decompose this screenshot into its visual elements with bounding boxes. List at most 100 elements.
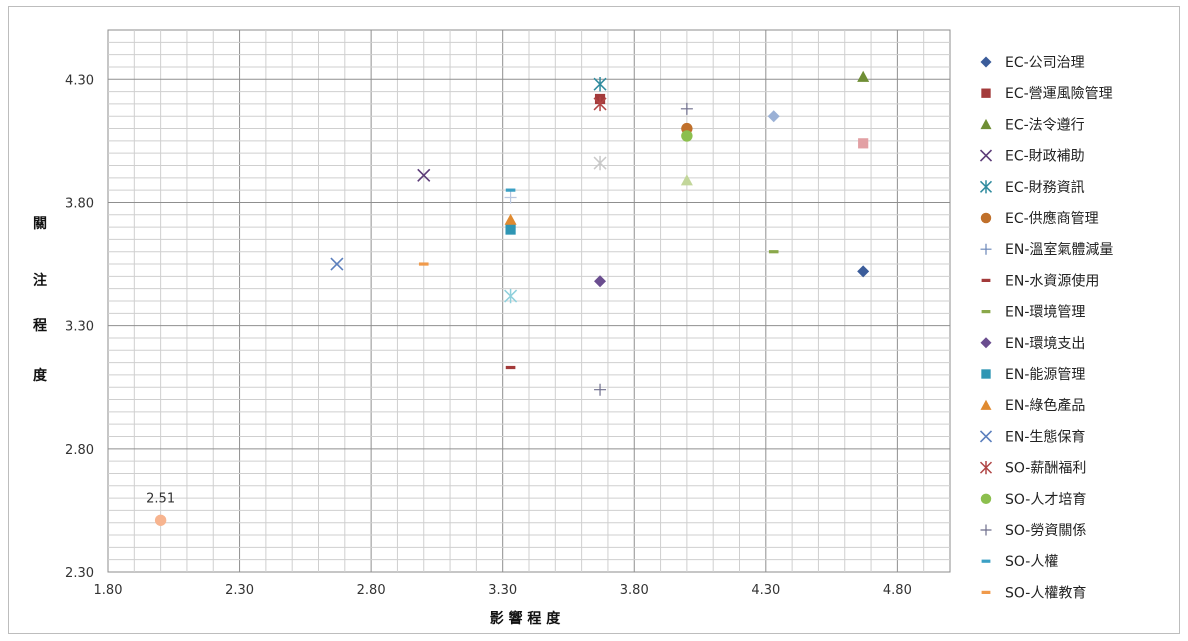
legend-item: SO-人權教育 xyxy=(981,585,1086,601)
legend-marker xyxy=(981,310,991,314)
legend-marker xyxy=(981,369,991,379)
legend-label: EN-環境支出 xyxy=(1005,336,1085,352)
legend-item: SO-人才培育 xyxy=(980,492,1086,508)
x-tick-label: 3.80 xyxy=(620,583,649,598)
legend-label: EC-財務資訊 xyxy=(1005,180,1085,196)
data-point xyxy=(504,191,517,204)
legend-item: EC-供應商管理 xyxy=(980,210,1099,227)
legend-label: EN-環境管理 xyxy=(1005,305,1085,321)
data-point xyxy=(154,514,167,526)
x-tick-label: 4.80 xyxy=(883,583,912,598)
data-point xyxy=(330,257,344,271)
x-axis-title: 影 響 程 度 xyxy=(490,610,562,627)
data-point xyxy=(858,138,869,149)
data-point xyxy=(681,130,693,142)
legend-item: SO-薪酬福利 xyxy=(979,461,1086,477)
x-tick-label: 2.80 xyxy=(357,583,386,598)
data-point xyxy=(418,262,429,266)
legend-marker xyxy=(980,337,992,349)
legend-marker xyxy=(979,149,993,162)
y-tick-label: 2.30 xyxy=(65,566,94,581)
legend-label: SO-人權教育 xyxy=(1005,585,1086,601)
data-point xyxy=(680,102,693,115)
x-tick-label: 4.30 xyxy=(751,583,780,598)
data-point xyxy=(505,224,516,235)
legend-marker xyxy=(981,559,991,563)
legend-label: EN-綠色產品 xyxy=(1005,397,1085,414)
data-point xyxy=(857,265,870,278)
legend-label: EC-供應商管理 xyxy=(1005,210,1099,227)
legend-item: EN-能源管理 xyxy=(981,367,1085,383)
legend-item: EC-營運風險管理 xyxy=(981,86,1113,102)
legend-label: EC-公司治理 xyxy=(1005,55,1085,71)
x-tick-label: 1.80 xyxy=(94,583,123,598)
legend-item: EN-環境管理 xyxy=(981,305,1085,321)
data-point xyxy=(504,288,518,304)
y-axis-title-char: 度 xyxy=(33,367,48,384)
legend-marker xyxy=(980,212,992,224)
legend-label: EN-水資源使用 xyxy=(1005,272,1099,289)
legend-marker xyxy=(980,493,992,505)
legend-item: EC-財務資訊 xyxy=(979,180,1085,196)
y-axis-title-char: 程 xyxy=(33,318,47,334)
data-label: 2.51 xyxy=(146,491,175,506)
legend-label: EN-能源管理 xyxy=(1005,367,1085,383)
data-point xyxy=(594,275,607,288)
data-point xyxy=(505,188,516,192)
data-points: 2.51 xyxy=(146,70,870,526)
x-tick-label: 2.30 xyxy=(225,583,254,598)
data-point xyxy=(593,155,607,171)
legend-marker xyxy=(981,88,991,98)
legend-label: SO-人權 xyxy=(1005,554,1058,570)
data-point xyxy=(680,174,693,186)
legend-item: EC-法令遵行 xyxy=(980,116,1085,133)
y-tick-label: 4.30 xyxy=(65,73,94,88)
y-axis-title-char: 注 xyxy=(33,272,47,289)
legend-item: EN-環境支出 xyxy=(980,336,1085,352)
data-point xyxy=(417,168,431,182)
y-tick-label: 3.80 xyxy=(65,196,94,211)
y-tick-label: 2.80 xyxy=(65,443,94,458)
x-tick-label: 3.30 xyxy=(488,583,517,598)
legend-label: EC-法令遵行 xyxy=(1005,116,1085,133)
legend-item: EN-生態保育 xyxy=(979,429,1085,445)
legend-label: EN-生態保育 xyxy=(1005,429,1085,445)
tick-labels: 1.80 2.30 2.80 3.30 3.80 4.30 4.802.302.803.30… xyxy=(65,73,912,598)
data-point xyxy=(767,110,780,123)
legend-item: EC-財政補助 xyxy=(979,149,1085,165)
data-point xyxy=(594,383,607,396)
legend-label: EC-營運風險管理 xyxy=(1005,86,1113,102)
legend-item: SO-人權 xyxy=(981,554,1058,570)
legend-marker xyxy=(981,590,991,594)
legend-marker xyxy=(979,430,993,443)
data-point xyxy=(593,77,607,92)
data-point xyxy=(593,96,607,112)
legend-label: SO-人才培育 xyxy=(1005,492,1086,508)
grid xyxy=(107,29,951,573)
legend-marker xyxy=(980,243,992,255)
legend-label: EN-溫室氣體減量 xyxy=(1005,241,1113,258)
data-point xyxy=(504,213,517,225)
legend-item: EC-公司治理 xyxy=(980,55,1085,71)
legend-marker xyxy=(980,56,992,68)
legend-marker xyxy=(979,180,993,194)
data-point xyxy=(768,250,779,254)
legend-marker xyxy=(980,524,992,536)
legend-marker xyxy=(980,118,992,130)
data-point xyxy=(505,365,516,370)
y-axis-title-char: 關 xyxy=(33,216,47,232)
legend-item: EN-水資源使用 xyxy=(981,272,1099,289)
legend-marker xyxy=(979,461,993,475)
chart-frame xyxy=(8,6,1180,634)
legend-label: SO-勞資關係 xyxy=(1005,523,1086,539)
legend-item: EN-綠色產品 xyxy=(980,397,1085,414)
legend-label: SO-薪酬福利 xyxy=(1005,461,1086,477)
y-tick-label: 3.30 xyxy=(65,320,94,335)
legend-marker xyxy=(980,399,992,410)
legend-marker xyxy=(981,278,991,282)
legend: EC-公司治理 EC-營運風險管理 EC-法令遵行 EC-財政補助 EC-財務資訊 EC-… xyxy=(979,55,1113,601)
legend-item: EN-溫室氣體減量 xyxy=(980,241,1113,258)
legend-label: EC-財政補助 xyxy=(1005,149,1085,165)
